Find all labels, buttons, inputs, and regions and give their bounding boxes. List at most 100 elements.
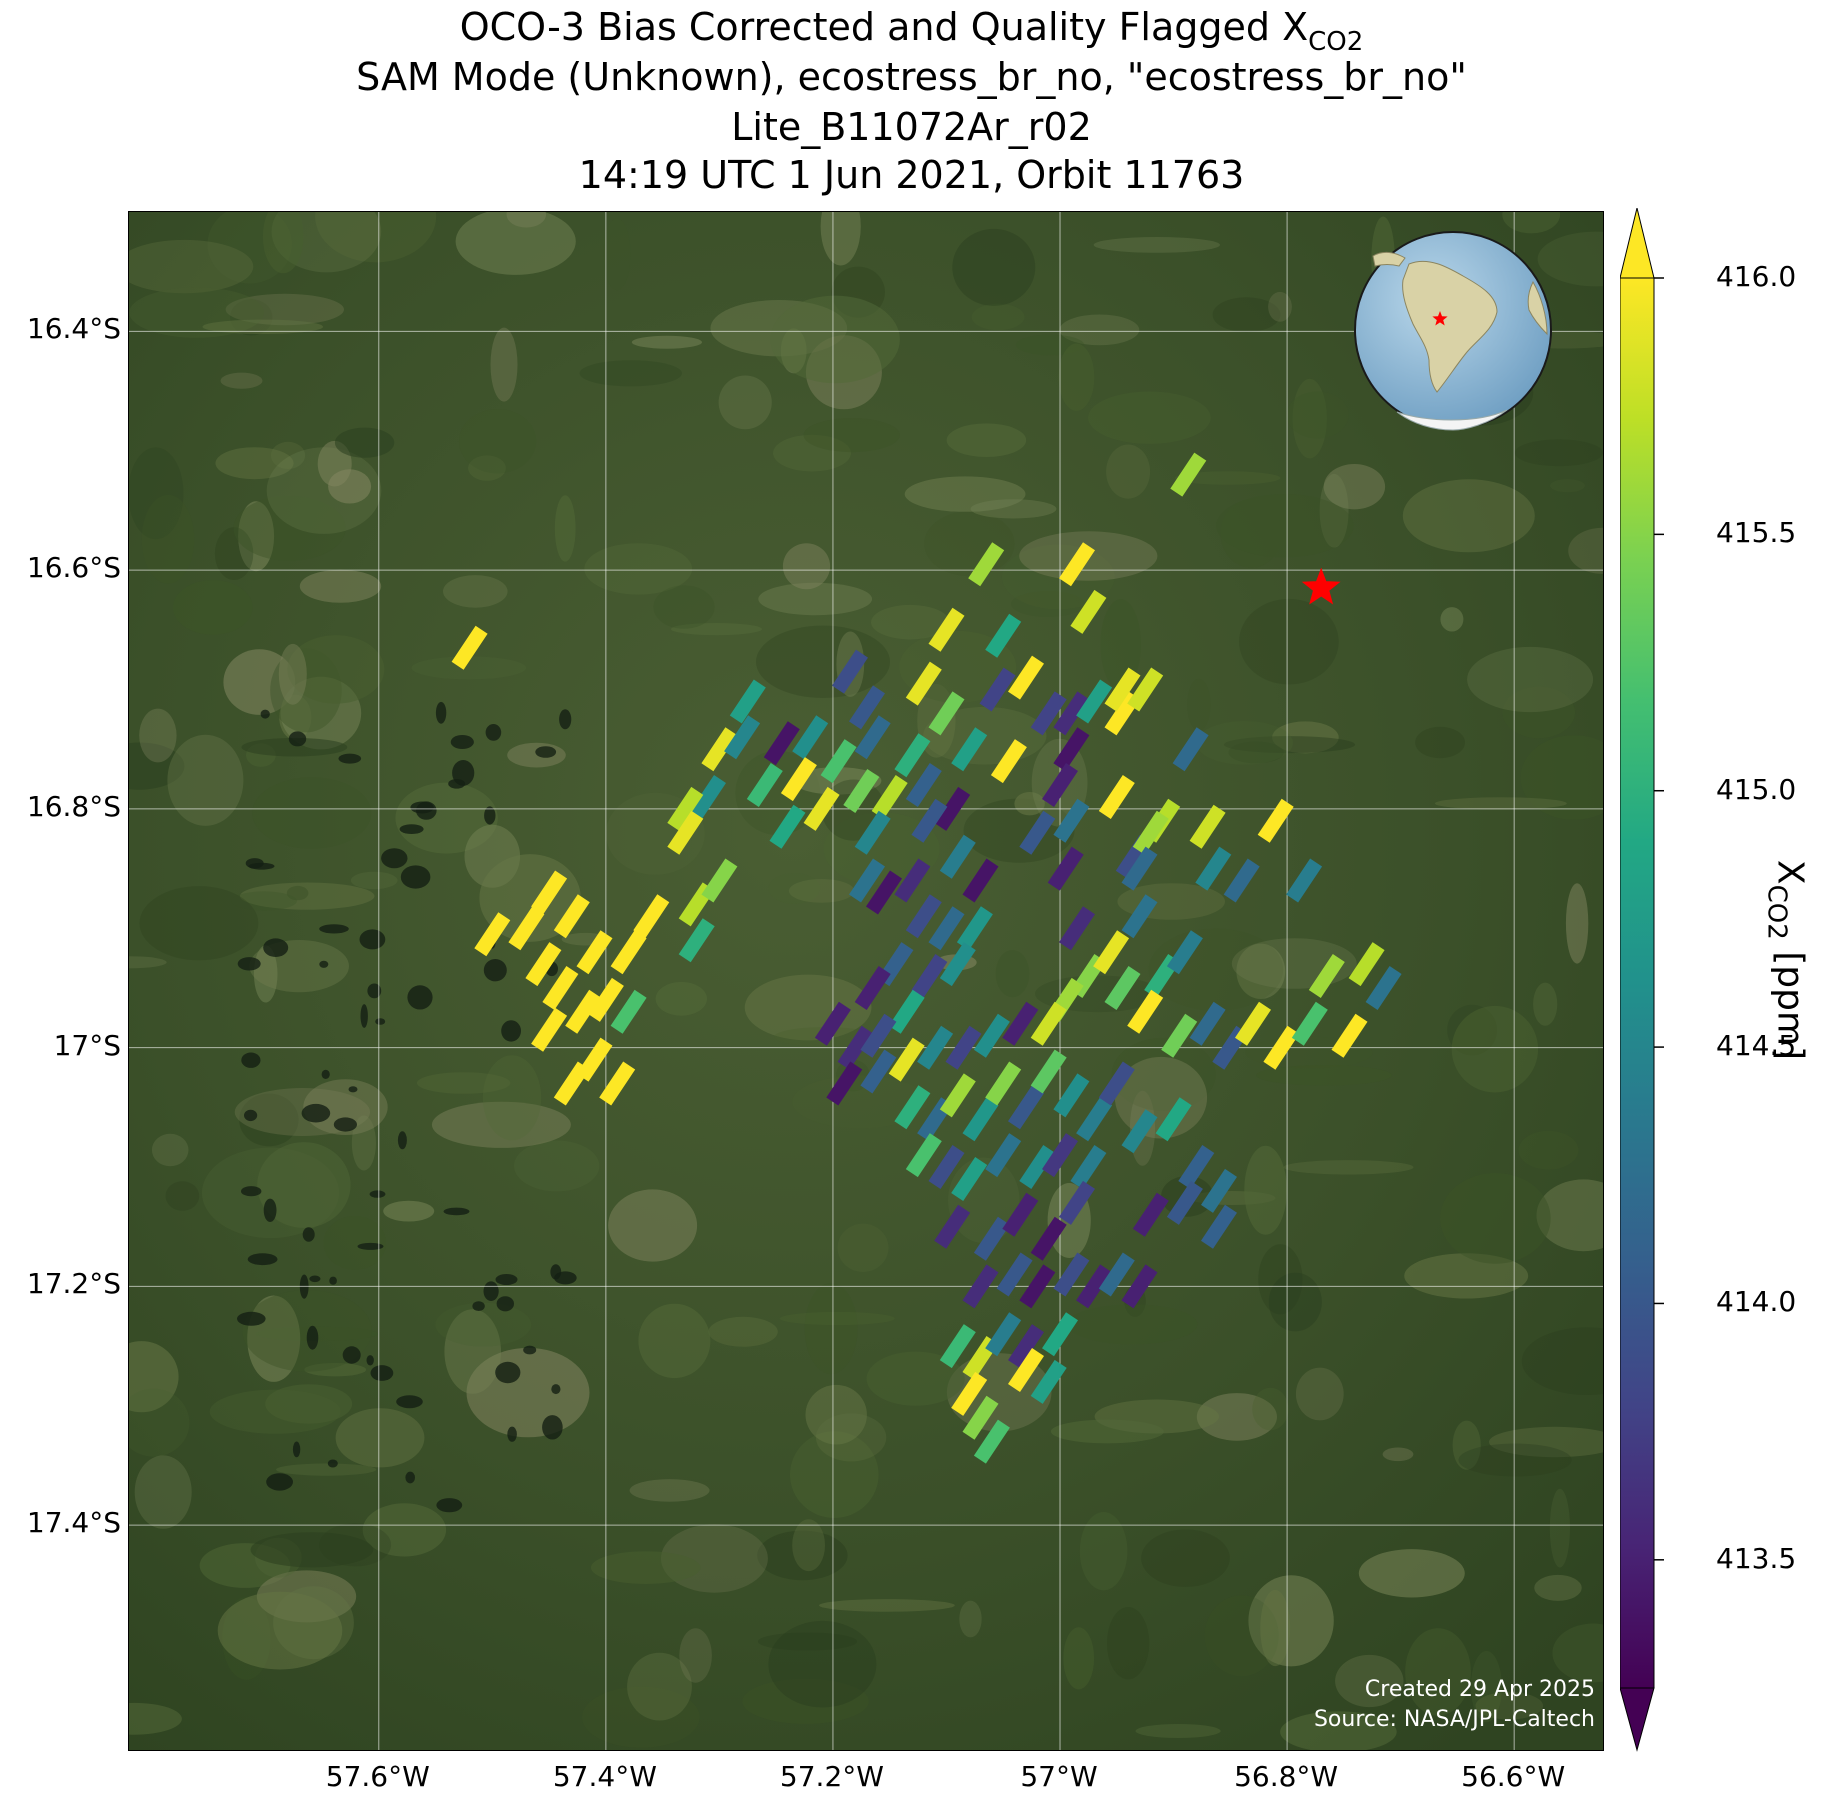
xco2-footprint: [1121, 1109, 1158, 1154]
xco2-footprint: [729, 679, 766, 724]
terrain-patch: [230, 299, 273, 336]
terrain-patch: [265, 1384, 353, 1424]
xco2-footprint: [854, 715, 891, 760]
terrain-patch: [946, 423, 1027, 457]
xco2-footprint: [1098, 1252, 1135, 1297]
xco2-footprint: [576, 930, 613, 975]
xco2-footprint: [1008, 655, 1044, 700]
xco2-footprint: [1166, 930, 1203, 975]
terrain-patch: [303, 1079, 388, 1135]
xco2-soundings: [451, 452, 1402, 1464]
xco2-footprint: [667, 786, 704, 831]
xco2-footprint: [1263, 1025, 1300, 1070]
xco2-footprint: [1070, 589, 1107, 634]
colorbar-tick-label: 415.0: [1716, 772, 1797, 806]
terrain-patch: [1537, 231, 1603, 287]
xco2-footprint: [905, 894, 942, 939]
water-body: [436, 1498, 463, 1513]
terrain-patch: [1107, 1607, 1150, 1680]
terrain-patch: [270, 648, 342, 733]
map-panel: Created 29 Apr 2025 Source: NASA/JPL-Cal…: [128, 211, 1604, 1751]
xco2-footprint: [1053, 1073, 1090, 1118]
water-body: [496, 1296, 514, 1312]
terrain-patch: [1520, 735, 1603, 820]
terrain-patch: [792, 1519, 825, 1572]
terrain-patch: [770, 295, 900, 384]
terrain-patch: [805, 335, 882, 410]
water-body: [292, 1441, 301, 1458]
terrain-patch: [815, 1413, 887, 1462]
water-body: [396, 1395, 423, 1409]
water-body: [241, 1052, 261, 1068]
terrain-patch: [490, 327, 518, 402]
terrain-patch: [1014, 792, 1045, 816]
xco2-footprint: [451, 625, 488, 670]
xco2-footprint: [542, 966, 579, 1010]
terrain-patch: [1050, 1419, 1164, 1444]
source-credit: Source: NASA/JPL-Caltech: [1314, 1707, 1595, 1732]
terrain-patch: [279, 694, 312, 740]
xco2-footprint: [701, 727, 738, 772]
colorbar-title: XCO2 [ppm]: [1761, 859, 1811, 1061]
terrain-patch: [1093, 237, 1220, 253]
terrain-patch: [273, 1586, 354, 1660]
terrain-patch: [350, 871, 398, 890]
terrain-patch: [286, 885, 309, 901]
terrain-patch: [139, 708, 177, 763]
xco2-footprint: [905, 661, 942, 706]
terrain-patch: [1283, 1160, 1414, 1175]
water-body: [370, 1365, 394, 1381]
terrain-patch: [1088, 391, 1211, 444]
terrain-patch: [173, 580, 253, 635]
terrain-patch: [134, 1455, 192, 1529]
colorbar-tick-label: 416.0: [1716, 260, 1797, 293]
xco2-footprint: [905, 1133, 942, 1178]
xco2-footprint: [531, 1007, 568, 1052]
terrain-patch: [435, 1302, 532, 1347]
terrain-patch: [710, 300, 848, 357]
xco2-footprint: [1047, 846, 1084, 891]
terrain-patch: [1015, 334, 1085, 356]
water-body: [495, 1274, 518, 1285]
terrain-patch: [804, 1283, 858, 1375]
water-body: [435, 701, 447, 724]
terrain-patch: [266, 447, 382, 534]
globe-africa-edge: [1527, 280, 1548, 336]
terrain-patch: [768, 873, 821, 904]
water-body: [333, 1117, 357, 1132]
xco2-footprint: [724, 715, 761, 760]
terrain-patch: [627, 1652, 692, 1721]
xco2-footprint: [968, 542, 1005, 587]
terrain-patch: [1415, 726, 1465, 759]
terrain-patch: [1518, 1130, 1579, 1170]
terrain-patch: [1335, 1654, 1404, 1708]
xco2-footprint: [1166, 1180, 1203, 1225]
terrain-patch: [464, 824, 521, 888]
terrain-patch: [995, 950, 1030, 998]
xco2-footprint: [951, 1157, 988, 1201]
terrain-patch: [904, 476, 1026, 512]
terrain-patch: [323, 1216, 387, 1270]
terrain-patch: [276, 1463, 377, 1476]
terrain-patch: [1489, 1426, 1603, 1458]
terrain-patch: [257, 1142, 351, 1228]
water-body: [366, 1355, 374, 1366]
xco2-footprint: [866, 870, 902, 915]
water-body: [375, 1018, 386, 1025]
terrain-patch: [1470, 1651, 1502, 1723]
xco2-footprint: [985, 613, 1022, 658]
xco2-footprint: [820, 739, 857, 784]
terrain-patch: [1067, 1304, 1198, 1345]
xco2-footprint: [553, 1061, 590, 1106]
terrain-patch: [1458, 1443, 1572, 1477]
terrain-patch: [742, 1678, 869, 1724]
xco2-footprint: [1076, 1097, 1113, 1142]
xco2-footprint: [854, 810, 891, 855]
terrain-patch: [831, 266, 885, 318]
terrain-patch: [514, 1140, 600, 1192]
terrain-patch: [1248, 1575, 1334, 1667]
xco2-footprint: [1076, 679, 1113, 724]
terrain-patch: [582, 1686, 700, 1748]
terrain-patch: [1252, 1387, 1289, 1431]
terrain-patch: [1451, 1005, 1539, 1093]
